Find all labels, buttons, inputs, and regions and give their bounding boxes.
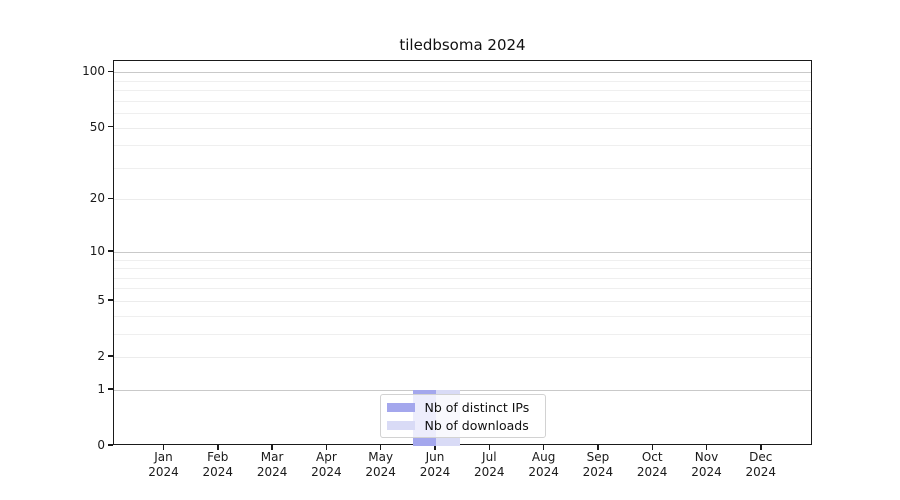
- x-tick-label-nov: Nov 2024: [691, 450, 722, 479]
- x-tick-label-jul: Jul 2024: [474, 450, 505, 479]
- x-tick-mark-mar: [271, 445, 273, 450]
- x-tick-label-may: May 2024: [365, 450, 396, 479]
- y-tick-label-5: 5: [97, 292, 105, 307]
- x-tick-mark-feb: [217, 445, 219, 450]
- gridline-y-5: [114, 300, 811, 302]
- plot-area: Nb of distinct IPs Nb of downloads: [113, 60, 812, 446]
- gridline-y-6: [114, 288, 811, 290]
- y-tick-mark-50: [108, 125, 113, 128]
- gridline-y-1: [114, 389, 811, 391]
- gridline-y-60: [114, 113, 811, 115]
- gridline-y-9: [114, 259, 811, 261]
- x-tick-label-aug: Aug 2024: [528, 450, 559, 479]
- x-tick-label-jan: Jan 2024: [148, 450, 179, 479]
- y-tick-mark-1: [108, 388, 113, 390]
- y-tick-mark-5: [108, 299, 113, 301]
- x-tick-mark-dec: [760, 445, 762, 450]
- gridline-y-80: [114, 90, 811, 92]
- x-tick-label-dec: Dec 2024: [745, 450, 777, 479]
- legend: Nb of distinct IPs Nb of downloads: [379, 394, 546, 438]
- y-tick-label-1: 1: [97, 381, 105, 396]
- legend-item-distinct-ips: Nb of distinct IPs: [386, 399, 537, 415]
- x-tick-label-jun: Jun 2024: [419, 450, 451, 479]
- gridline-y-10: [114, 251, 811, 253]
- x-tick-mark-may: [379, 445, 382, 450]
- x-tick-mark-jan: [162, 445, 165, 450]
- gridline-y-70: [114, 100, 811, 102]
- gridline-y-3: [114, 333, 811, 335]
- gridline-y-4: [114, 315, 811, 317]
- x-tick-label-sep: Sep 2024: [582, 450, 614, 479]
- y-tick-label-2: 2: [97, 349, 105, 363]
- y-tick-label-20: 20: [89, 191, 105, 206]
- x-tick-mark-jun: [434, 445, 436, 450]
- gridline-y-90: [114, 80, 811, 82]
- chart-title: tiledbsoma 2024: [399, 36, 526, 54]
- gridline-y-40: [114, 145, 811, 147]
- legend-swatch-distinct-ips: [386, 402, 415, 412]
- x-tick-label-apr: Apr 2024: [311, 450, 342, 479]
- y-tick-label-100: 100: [82, 64, 105, 79]
- gridline-y-2: [114, 357, 811, 358]
- gridline-y-20: [114, 199, 811, 201]
- x-tick-mark-aug: [542, 445, 545, 450]
- gridline-y-30: [114, 167, 811, 169]
- y-tick-mark-0: [108, 444, 113, 446]
- y-tick-label-50: 50: [89, 119, 105, 134]
- gridline-y-100: [114, 72, 811, 74]
- x-tick-label-oct: Oct 2024: [636, 450, 668, 479]
- x-tick-label-feb: Feb 2024: [202, 450, 234, 479]
- legend-swatch-downloads: [386, 420, 415, 430]
- x-tick-mark-nov: [705, 445, 708, 450]
- gridline-y-7: [114, 277, 811, 279]
- y-tick-label-0: 0: [97, 438, 105, 452]
- x-tick-mark-jul: [488, 445, 490, 450]
- gridline-y-50: [114, 127, 811, 129]
- x-tick-label-mar: Mar 2024: [256, 450, 288, 479]
- y-tick-mark-2: [108, 355, 113, 357]
- legend-label: Nb of distinct IPs: [424, 399, 530, 415]
- legend-item-downloads: Nb of downloads: [386, 417, 537, 433]
- x-tick-mark-apr: [325, 445, 328, 450]
- x-tick-mark-sep: [597, 445, 599, 450]
- y-tick-mark-20: [108, 197, 113, 200]
- y-tick-mark-10: [108, 250, 113, 252]
- x-tick-mark-oct: [651, 445, 653, 450]
- gridline-y-8: [114, 268, 811, 269]
- y-tick-mark-100: [108, 70, 113, 72]
- y-tick-label-10: 10: [89, 243, 105, 258]
- legend-label: Nb of downloads: [424, 417, 529, 433]
